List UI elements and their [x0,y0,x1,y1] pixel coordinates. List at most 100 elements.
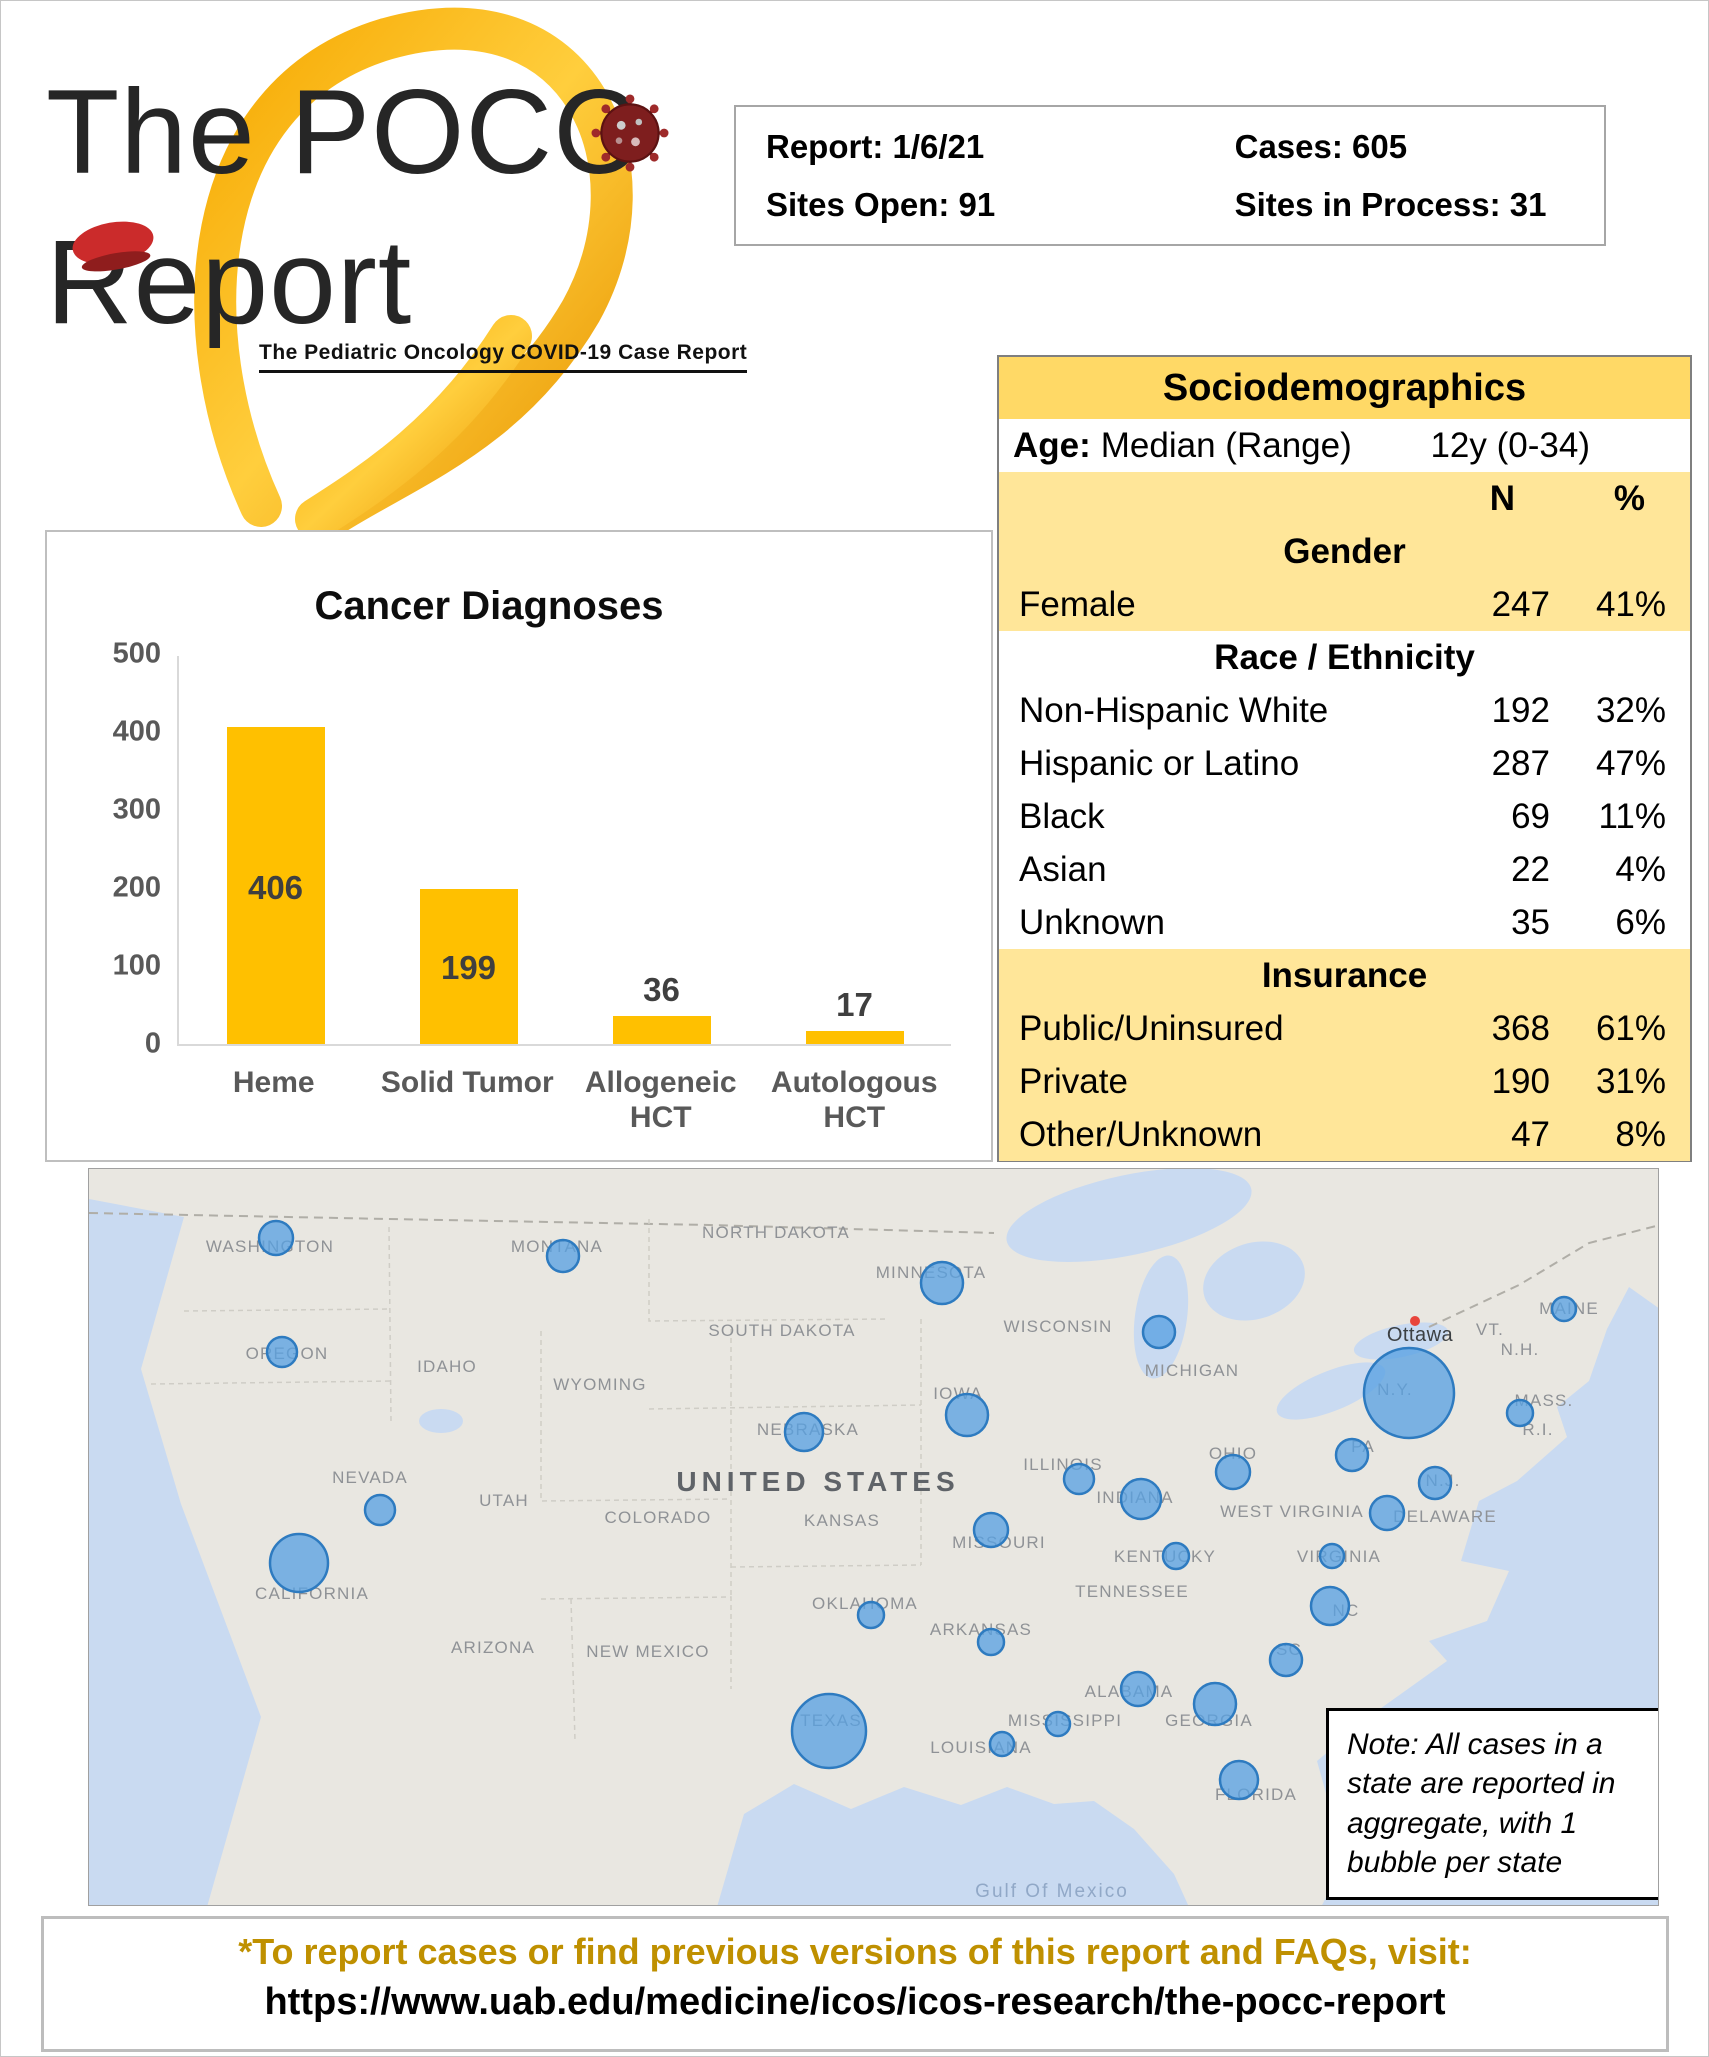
sites-in-process: Sites in Process: 31 [1234,185,1547,223]
state-label: ARKANSAS [930,1620,1032,1639]
row-label: Black [1019,796,1105,836]
section-header-race-ethnicity: Race / Ethnicity [1214,637,1475,677]
state-label: WEST VIRGINIA [1220,1502,1364,1521]
case-bubble-ca [268,1532,330,1594]
case-bubble-fl [1218,1759,1260,1801]
row-label: Private [1019,1061,1128,1101]
water-label: Gulf Of Mexico [975,1881,1129,1902]
bar-column: 17 [758,656,951,1044]
country-border [89,1212,1658,1328]
case-bubble-nv [363,1493,397,1527]
state-label: TENNESSEE [1075,1582,1189,1601]
state-label: ARIZONA [451,1638,535,1657]
state-label: SOUTH DAKOTA [708,1321,855,1340]
case-bubble-oh [1214,1453,1252,1491]
socio-rows: Gender Female 247 41% Race / Ethnicity Non-Hi… [999,525,1690,1161]
bar-column: 406 [179,656,372,1044]
case-bubble-or [265,1335,299,1369]
case-bubble-la [988,1730,1016,1758]
pocc-logo: The POCC Report The Pediatric Oncology C… [1,1,901,546]
row-n: 47 [1511,1114,1550,1154]
section-header-gender: Gender [999,525,1690,578]
bar-allogeneic [612,1015,711,1044]
case-bubble-sc [1268,1642,1304,1678]
state-label: KANSAS [804,1511,880,1530]
virus-icon [591,94,669,172]
y-tick-label: 200 [112,871,161,904]
case-bubble-mi [1141,1314,1177,1350]
city-label: Ottawa [1387,1324,1454,1346]
case-bubble-me [1550,1295,1578,1323]
row-n: 287 [1491,743,1550,783]
y-tick-label: 0 [144,1027,161,1060]
bar-value-label: 17 [836,985,873,1023]
case-bubble-al [1119,1670,1157,1708]
row-label: Unknown [1019,902,1165,942]
row-label: Hispanic or Latino [1019,743,1300,783]
state-label: DELAWARE [1393,1507,1497,1526]
row-pct: 31% [1595,1061,1666,1101]
socio-row: Public/Uninsured 368 61% [999,1002,1690,1055]
bar-value-label: 406 [247,868,304,906]
capital-dot [1410,1316,1420,1326]
sociodemographics-title: Sociodemographics [999,357,1690,419]
case-bubble-ky [1161,1541,1191,1571]
cases-count: Cases: 605 [1234,127,1408,165]
socio-row: Non-Hispanic White 192 32% [999,684,1690,737]
bar-column: 36 [565,656,758,1044]
row-n: 192 [1491,690,1550,730]
sociodemographics-table: Sociodemographics Age: Median (Range) 12… [997,355,1692,1162]
chart-title: Cancer Diagnoses [314,584,664,628]
case-bubble-ok [856,1600,886,1630]
socio-column-headers: N % [999,472,1690,525]
case-bubble-tx [790,1692,868,1770]
bar-heme [226,727,325,1044]
case-bubble-ga [1192,1681,1238,1727]
state-label: NEW MEXICO [586,1642,709,1661]
state-label: IDAHO [417,1357,477,1376]
socio-row: Unknown 35 6% [999,896,1690,949]
row-pct: 11% [1598,796,1666,836]
bar-solid-tumor [419,888,518,1044]
map-note: Note: All cases in a state are reported … [1326,1707,1658,1900]
row-pct: 4% [1615,849,1666,889]
row-label: Other/Unknown [1019,1114,1263,1154]
case-bubble-il [1062,1462,1096,1496]
case-bubble-mo [972,1511,1010,1549]
bar-autologous [805,1030,904,1044]
bar-value-label: 199 [440,949,497,987]
row-n: 368 [1491,1008,1550,1048]
case-bubble-md [1368,1494,1406,1532]
row-pct: 47% [1595,743,1666,783]
age-desc: Median (Range) [1100,425,1352,465]
row-label: Public/Uninsured [1019,1008,1284,1048]
header-stats-box: Report: 1/6/21 Cases: 605 Sites Open: 91… [734,105,1606,246]
age-row: Age: Median (Range) 12y (0-34) [999,419,1690,472]
socio-row: Female 247 41% [999,578,1690,631]
state-label: NEVADA [332,1468,408,1487]
state-label: VT. [1476,1320,1504,1339]
y-tick-label: 300 [112,793,161,826]
logo-title-line1: The POCC [46,65,641,199]
case-bubble-mt [545,1238,581,1274]
case-bubble-ne [783,1411,825,1453]
y-tick-label: 400 [112,715,161,748]
state-label: MICHIGAN [1145,1361,1240,1380]
chart-x-labels: Heme Solid Tumor Allogeneic HCT Autologous … [177,1066,951,1135]
age-label: Age: [1013,425,1091,465]
row-n: 247 [1491,584,1550,624]
report-date: Report: 1/6/21 [766,127,985,165]
red-hat-icon [72,221,154,272]
row-pct: 8% [1615,1114,1666,1154]
x-axis-label: Autologous HCT [770,1066,938,1134]
case-bubble-ny [1362,1346,1456,1440]
state-label: WISCONSIN [1003,1317,1112,1336]
logo-subtitle: The Pediatric Oncology COVID-19 Case Rep… [259,341,748,373]
footer-url-link[interactable]: https://www.uab.edu/medicine/icos/icos-r… [264,1981,1446,2023]
case-bubble-ma [1505,1398,1535,1428]
row-pct: 61% [1595,1008,1666,1048]
socio-row: Hispanic or Latino 287 47% [999,737,1690,790]
state-label: COLORADO [605,1508,712,1527]
bars-group: 406 199 36 17 [179,656,951,1044]
